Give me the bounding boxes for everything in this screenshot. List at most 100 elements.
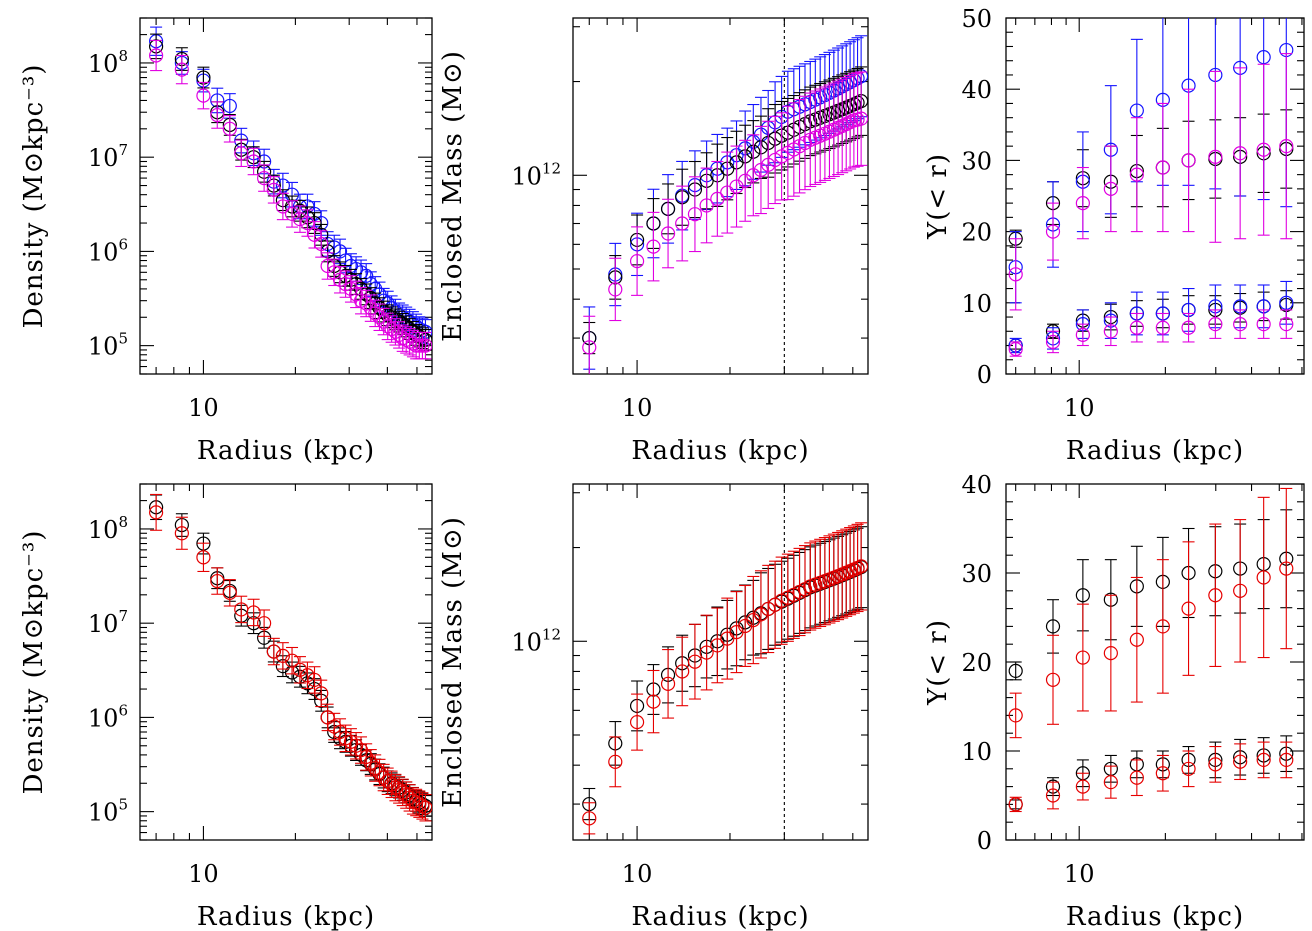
data-point: [266, 644, 281, 659]
panel-ml-top: 10 0 10 20 30 40 50 Radius (kpc) Υ(< r): [923, 5, 1305, 466]
series-red: [582, 522, 868, 835]
plot-frame: [139, 17, 433, 375]
data-point: [222, 98, 237, 114]
data-point: [1129, 770, 1144, 785]
data-point: [699, 645, 714, 660]
x-axis-title: Radius (kpc): [197, 902, 375, 931]
error-bar: [662, 198, 675, 269]
data-point: [660, 676, 676, 691]
error-bar: [775, 112, 788, 201]
x-tick-label: 10: [622, 860, 653, 888]
error-bar: [301, 209, 314, 237]
data-point: [418, 800, 432, 815]
error-bar: [1130, 312, 1143, 343]
error-bar: [419, 331, 432, 360]
data-point: [246, 154, 261, 169]
error-bar: [406, 787, 419, 815]
data-layer: [149, 493, 432, 822]
data-point: [746, 612, 761, 628]
y-tick-label: 50: [961, 5, 992, 33]
data-point: [1208, 757, 1223, 772]
error-bar: [1130, 759, 1143, 797]
data-point: [266, 182, 281, 197]
error-bar: [721, 151, 734, 234]
series-red: [149, 493, 432, 822]
data-point: [1008, 797, 1023, 812]
y-tick-label: 20: [961, 649, 992, 677]
data-point: [629, 715, 645, 730]
data-point: [1208, 317, 1223, 332]
y-tick-label: 108: [88, 47, 128, 78]
error-bar: [1234, 309, 1247, 339]
error-bar: [762, 564, 775, 654]
error-bar: [1234, 67, 1247, 240]
data-point: [1155, 619, 1170, 634]
data-point: [300, 215, 315, 231]
data-point: [1129, 320, 1144, 335]
y-tick-base: 10: [88, 516, 119, 544]
error-bar: [175, 516, 188, 550]
data-point: [582, 340, 597, 355]
data-point: [1075, 650, 1090, 665]
error-bar: [416, 792, 429, 820]
y-axis-title: Enclosed Mass (M⊙): [438, 50, 468, 342]
error-bar: [1047, 634, 1060, 725]
data-point: [646, 694, 661, 709]
error-bar: [197, 542, 210, 573]
y-tick-label: 20: [961, 219, 992, 247]
error-bar: [730, 591, 743, 674]
y-tick-base: 10: [88, 799, 119, 827]
error-bar: [700, 614, 713, 691]
y-axis-title: Density (M⊙kpc⁻³): [19, 64, 49, 329]
data-point: [1045, 619, 1061, 634]
error-bar: [1280, 741, 1293, 779]
data-point: [854, 111, 868, 126]
error-bar: [631, 693, 644, 751]
error-bar: [258, 609, 271, 637]
x-axis-title: Radius (kpc): [631, 436, 809, 466]
y-tick-base: 10: [88, 333, 119, 361]
tick-marks: [140, 483, 432, 841]
y-tick-exponent: 5: [118, 330, 128, 348]
error-bar: [662, 649, 675, 719]
y-tick-base: 10: [88, 50, 119, 78]
error-bar: [754, 125, 767, 215]
y-tick-exponent: 7: [118, 141, 128, 159]
error-bar: [403, 327, 416, 356]
data-layer: [1008, 18, 1294, 357]
data-point: [1129, 103, 1144, 118]
data-point: [738, 173, 753, 188]
data-point: [1233, 146, 1248, 161]
data-layer: [1008, 487, 1294, 813]
data-point: [1256, 317, 1271, 332]
error-bar: [747, 575, 760, 665]
data-point: [1256, 570, 1271, 585]
error-bar: [1156, 559, 1169, 694]
series-magenta: [582, 71, 868, 374]
data-point: [1181, 761, 1196, 776]
error-bar: [631, 226, 644, 296]
error-bar: [1257, 309, 1270, 339]
error-bar: [739, 584, 752, 667]
error-bar: [1130, 576, 1143, 703]
data-point: [284, 653, 300, 668]
y-tick-exponent: 8: [118, 47, 128, 65]
data-point: [174, 62, 189, 77]
error-bar: [1209, 70, 1222, 243]
tick-marks: [140, 17, 432, 375]
y-tick-label: 30: [961, 560, 992, 588]
error-bar: [809, 90, 822, 185]
data-point: [629, 254, 645, 269]
data-point: [1129, 632, 1144, 647]
data-point: [1155, 766, 1170, 781]
data-point: [149, 505, 164, 520]
series-magenta: [149, 39, 432, 360]
data-point: [1075, 588, 1090, 603]
error-bar: [315, 230, 328, 258]
data-point: [1045, 672, 1061, 687]
data-point: [1233, 583, 1248, 598]
error-bar: [754, 570, 767, 659]
error-bar: [150, 39, 163, 72]
error-bar: [1209, 309, 1222, 339]
